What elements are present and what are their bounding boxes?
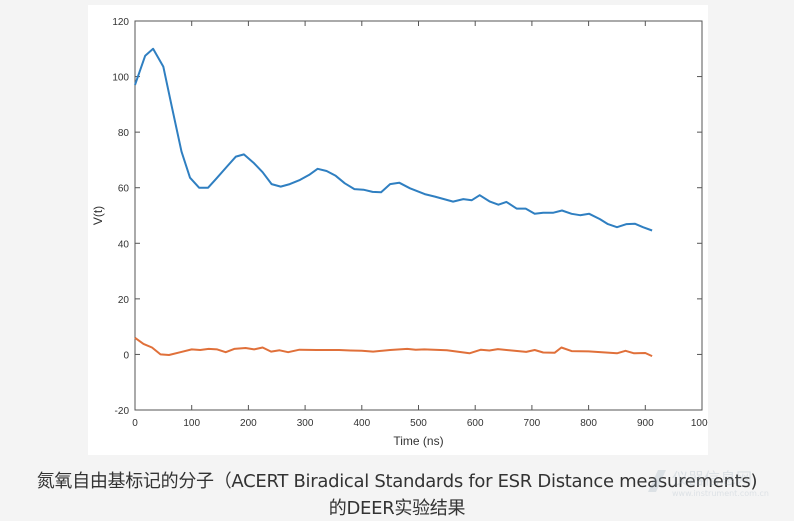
svg-text:仪器信息网: 仪器信息网 <box>672 469 752 488</box>
y-tick-label: 120 <box>112 17 129 28</box>
watermark-logo: 仪器信息网 www.instrument.com.cn <box>648 469 769 498</box>
x-tick-label: 600 <box>467 418 484 429</box>
x-tick-label: 500 <box>410 418 427 429</box>
y-tick-label: 60 <box>118 184 130 195</box>
y-axis-label: V(t) <box>91 206 105 225</box>
figure-caption-line1: 氮氧自由基标记的分子（ACERT Biradical Standards for… <box>36 471 758 492</box>
x-tick-label: 900 <box>637 418 654 429</box>
svg-text:www.instrument.com.cn: www.instrument.com.cn <box>672 489 769 498</box>
x-tick-label: 200 <box>240 418 257 429</box>
chart-panel: 01002003004005006007008009001000-2002040… <box>88 5 708 455</box>
y-tick-label: -20 <box>115 406 130 417</box>
series-line-2 <box>134 336 653 358</box>
x-tick-label: 1000 <box>691 418 708 429</box>
x-axis-label: Time (ns) <box>393 434 443 448</box>
series-line-1 <box>134 47 653 232</box>
y-tick-label: 20 <box>118 295 130 306</box>
figure-caption-line2: 的DEER实验结果 <box>328 498 466 519</box>
y-tick-label: 80 <box>118 128 130 139</box>
x-tick-label: 100 <box>183 418 200 429</box>
x-tick-label: 400 <box>353 418 370 429</box>
y-tick-label: 0 <box>123 350 129 361</box>
x-tick-label: 800 <box>580 418 597 429</box>
axes-box <box>134 20 703 411</box>
x-tick-label: 300 <box>297 418 314 429</box>
line-chart: 01002003004005006007008009001000-2002040… <box>91 17 708 448</box>
x-tick-label: 0 <box>132 418 138 429</box>
y-tick-label: 40 <box>118 239 130 250</box>
y-tick-label: 100 <box>112 73 129 84</box>
x-tick-label: 700 <box>524 418 541 429</box>
